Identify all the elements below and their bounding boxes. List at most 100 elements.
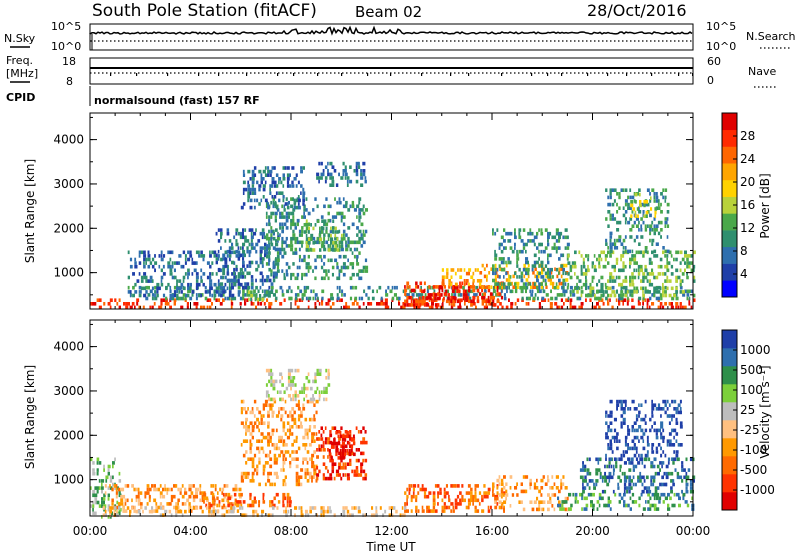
- heatmap-cell: [136, 298, 140, 302]
- heatmap-cell: [616, 228, 620, 232]
- heatmap-cell: [318, 233, 322, 237]
- heatmap-cell: [244, 228, 247, 232]
- heatmap-cell: [148, 498, 151, 503]
- heatmap-cell: [388, 506, 392, 510]
- heatmap-cell: [494, 253, 498, 258]
- heatmap-cell: [350, 448, 353, 453]
- heatmap-cell: [635, 217, 639, 221]
- heatmap-cell: [147, 250, 150, 255]
- heatmap-cell: [656, 496, 659, 501]
- heatmap-cell: [220, 275, 223, 280]
- heatmap-cell: [338, 437, 342, 441]
- heatmap-cell: [585, 268, 589, 273]
- heatmap-cell: [323, 222, 326, 227]
- heatmap-cell: [220, 268, 223, 273]
- heatmap-cell: [165, 286, 168, 291]
- heatmap-cell: [112, 475, 114, 480]
- heatmap-cell: [177, 505, 180, 510]
- heatmap-cell: [314, 223, 317, 227]
- heatmap-cell: [563, 302, 565, 306]
- heatmap-cell: [679, 407, 682, 411]
- heatmap-cell: [173, 285, 177, 290]
- heatmap-cell: [250, 242, 254, 247]
- heatmap-cell: [116, 302, 119, 306]
- heatmap-cell: [665, 471, 669, 476]
- heatmap-cell: [624, 293, 628, 298]
- power-x-ticks: [89, 113, 694, 309]
- heatmap-cell: [618, 492, 622, 497]
- heatmap-cell: [494, 249, 496, 254]
- heatmap-cell: [239, 246, 242, 250]
- heatmap-cell: [290, 204, 293, 209]
- heatmap-cell: [496, 282, 500, 286]
- heatmap-cell: [215, 290, 219, 294]
- heatmap-cell: [294, 222, 297, 227]
- heatmap-cell: [282, 496, 285, 501]
- heatmap-cell: [131, 498, 133, 503]
- heatmap-cell: [135, 498, 138, 503]
- heatmap-cell: [258, 202, 261, 206]
- heatmap-cell: [438, 289, 441, 294]
- heatmap-cell: [459, 268, 463, 272]
- heatmap-cell: [586, 482, 589, 487]
- heatmap-cell: [653, 293, 656, 298]
- heatmap-cell: [439, 491, 442, 495]
- heatmap-cell: [264, 249, 267, 254]
- heatmap-cell: [313, 432, 315, 436]
- heatmap-cell: [561, 293, 563, 297]
- heatmap-cell: [406, 498, 408, 503]
- heatmap-cell: [169, 293, 172, 298]
- heatmap-cell: [613, 457, 616, 461]
- heatmap-cell: [96, 471, 99, 476]
- heatmap-cell: [549, 486, 552, 490]
- heatmap-cell: [438, 296, 441, 301]
- heatmap-cell: [268, 368, 271, 373]
- heatmap-cell: [332, 296, 334, 301]
- heatmap-cell: [311, 475, 315, 479]
- heatmap-cell: [633, 443, 636, 447]
- heatmap-cell: [434, 484, 438, 488]
- heatmap-cell: [536, 285, 539, 290]
- heatmap-cell: [690, 261, 693, 265]
- heatmap-cell: [307, 269, 310, 273]
- heatmap-cell: [631, 249, 634, 254]
- heatmap-cell: [514, 246, 516, 250]
- heatmap-cell: [329, 506, 331, 510]
- heatmap-cell: [260, 432, 264, 436]
- heatmap-cell: [249, 503, 252, 508]
- heatmap-cell: [338, 241, 341, 245]
- heatmap-cell: [113, 506, 117, 510]
- heatmap-cell: [391, 296, 395, 301]
- heatmap-cell: [616, 210, 619, 214]
- heatmap-cell: [167, 282, 170, 287]
- heatmap-cell: [544, 228, 548, 232]
- heatmap-cell: [631, 457, 634, 461]
- heatmap-cell: [262, 414, 265, 418]
- heatmap-cell: [293, 457, 296, 461]
- heatmap-cell: [532, 281, 536, 286]
- heatmap-cell: [257, 239, 261, 243]
- heatmap-cell: [351, 251, 354, 255]
- heatmap-cell: [675, 410, 678, 415]
- heatmap-cell: [276, 262, 280, 266]
- heatmap-cell: [286, 450, 290, 454]
- heatmap-cell: [182, 250, 186, 255]
- heatmap-cell: [349, 262, 353, 266]
- heatmap-cell: [356, 272, 360, 277]
- heatmap-cell: [272, 200, 275, 205]
- heatmap-cell: [426, 505, 429, 510]
- heatmap-cell: [258, 410, 262, 415]
- heatmap-cell: [445, 505, 448, 510]
- heatmap-cell: [657, 231, 661, 236]
- heatmap-cell: [351, 506, 353, 510]
- heatmap-cell: [247, 169, 251, 174]
- heatmap-cell: [305, 265, 309, 270]
- heatmap-cell: [261, 246, 264, 250]
- heatmap-cell: [286, 435, 290, 440]
- heatmap-cell: [620, 290, 624, 294]
- heatmap-cell: [296, 236, 299, 241]
- heatmap-cell: [242, 180, 246, 185]
- heatmap-cell: [331, 265, 335, 270]
- heatmap-cell: [533, 482, 537, 486]
- heatmap-cell: [269, 191, 272, 195]
